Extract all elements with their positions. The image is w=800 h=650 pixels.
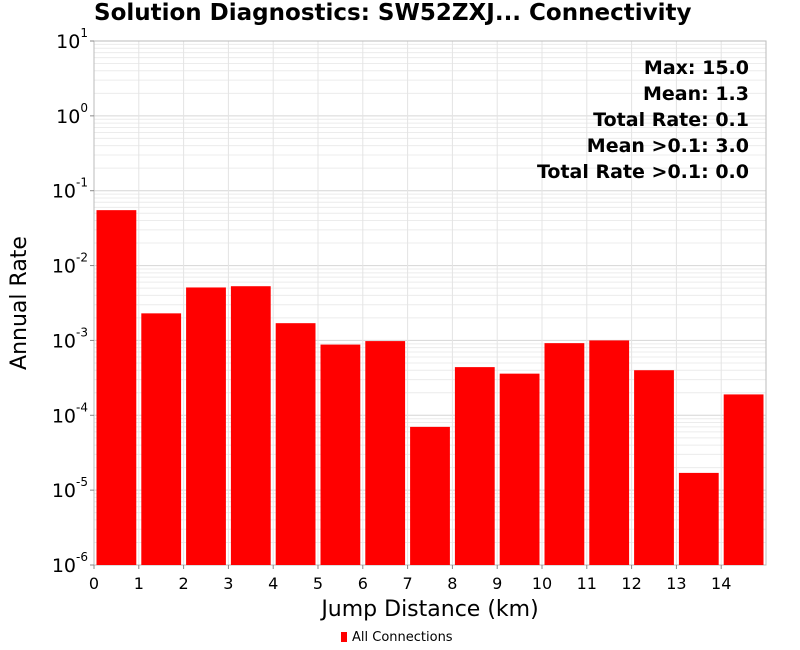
x-tick-label: 13 — [666, 574, 686, 593]
bar — [634, 370, 674, 565]
x-tick-label: 1 — [134, 574, 144, 593]
x-tick-label: 2 — [179, 574, 189, 593]
bars — [96, 210, 764, 565]
x-tick-label: 14 — [711, 574, 731, 593]
y-tick-label: 100 — [56, 101, 88, 128]
x-axis-ticks: 0 1 2 3 4 5 6 7 8 9 10 11 12 13 14 — [89, 565, 731, 593]
y-tick-label: 10-1 — [52, 176, 88, 203]
chart-title: Solution Diagnostics: SW52ZXJ... Connect… — [94, 0, 692, 26]
bar — [141, 313, 182, 565]
y-tick-label: 10-4 — [52, 400, 88, 427]
x-axis-label: Jump Distance (km) — [319, 597, 538, 622]
y-axis-ticks: 101 100 10-1 10-2 10-3 10-4 10-5 10-6 — [52, 26, 94, 577]
bar — [499, 373, 540, 565]
bar — [365, 341, 406, 565]
x-tick-label: 5 — [313, 574, 323, 593]
bar — [723, 394, 764, 565]
stat-line: Total Rate: 0.1 — [593, 109, 749, 131]
legend: All Connections — [341, 630, 453, 645]
bar — [678, 472, 719, 565]
stat-line: Mean >0.1: 3.0 — [587, 135, 749, 157]
bar — [589, 340, 630, 565]
stat-line: Max: 15.0 — [644, 57, 749, 79]
stats-annotation: Max: 15.0 Mean: 1.3 Total Rate: 0.1 Mean >0… — [537, 57, 749, 183]
bar — [454, 367, 495, 565]
y-tick-label: 10-2 — [52, 251, 88, 278]
x-tick-label: 0 — [89, 574, 99, 593]
legend-swatch — [341, 632, 347, 642]
bar — [320, 344, 361, 565]
x-tick-label: 9 — [492, 574, 502, 593]
x-tick-label: 10 — [532, 574, 552, 593]
x-tick-label: 8 — [447, 574, 457, 593]
bar — [230, 286, 271, 565]
y-tick-label: 10-5 — [52, 475, 88, 502]
bar — [410, 426, 450, 565]
x-tick-label: 11 — [577, 574, 597, 593]
stat-line: Total Rate >0.1: 0.0 — [537, 161, 749, 183]
bar — [544, 343, 585, 565]
bar — [96, 210, 137, 565]
bar — [186, 287, 226, 565]
y-axis-label: Annual Rate — [7, 236, 32, 370]
bar — [275, 323, 316, 565]
y-tick-label: 101 — [56, 26, 88, 53]
x-tick-label: 12 — [621, 574, 641, 593]
x-tick-label: 4 — [268, 574, 278, 593]
x-tick-label: 3 — [223, 574, 233, 593]
y-tick-label: 10-3 — [52, 325, 88, 352]
y-tick-label: 10-6 — [52, 550, 88, 577]
stat-line: Mean: 1.3 — [643, 83, 749, 105]
legend-label: All Connections — [352, 630, 453, 645]
x-tick-label: 6 — [358, 574, 368, 593]
x-tick-label: 7 — [403, 574, 413, 593]
